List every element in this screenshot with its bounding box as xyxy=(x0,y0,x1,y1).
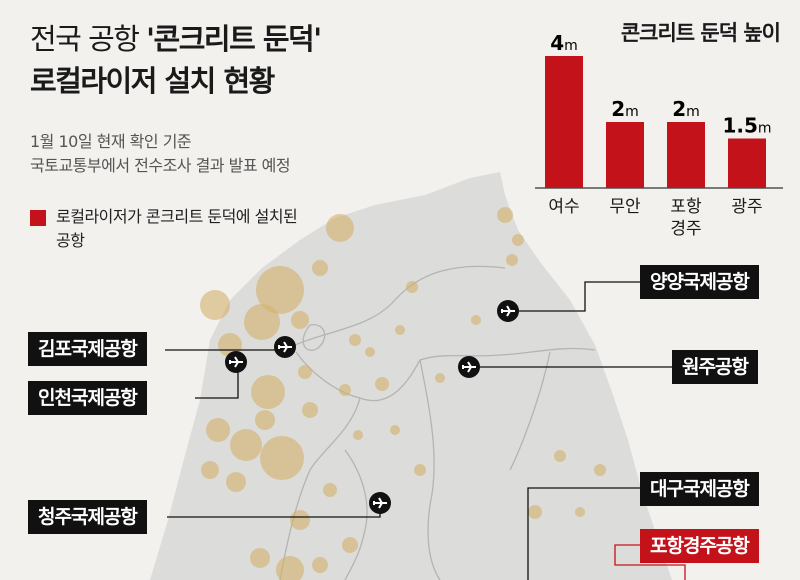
subtitle: 1월 10일 현재 확인 기준 국토교통부에서 전수조사 결과 발표 예정 xyxy=(30,130,291,178)
legend-text: 로컬라이저가 콘크리트 둔덕에 설치된 공항 xyxy=(56,207,298,250)
population-bubble xyxy=(471,315,481,325)
population-bubble xyxy=(528,505,542,519)
population-bubble xyxy=(244,304,280,340)
population-bubble xyxy=(339,384,351,396)
population-bubble xyxy=(276,556,304,580)
population-bubble xyxy=(206,418,230,442)
population-bubble xyxy=(260,436,304,480)
airport-markers xyxy=(225,300,519,514)
population-bubble xyxy=(594,464,606,476)
category-label: 포항 xyxy=(670,197,702,217)
chart-title: 콘크리트 둔덕 높이 xyxy=(620,21,781,45)
population-bubble xyxy=(298,365,312,379)
population-bubble xyxy=(291,311,309,329)
population-bubble xyxy=(201,461,219,479)
population-bubble xyxy=(226,472,246,492)
population-bubble xyxy=(575,507,585,517)
population-bubble xyxy=(312,260,328,276)
category-label: 무안 xyxy=(609,197,641,217)
label-daegu-airport: 대구국제공항 xyxy=(640,472,759,506)
population-bubble xyxy=(323,483,337,497)
bar xyxy=(606,122,644,188)
height-bar-chart: 4m 여수 2m 무안 2m 포항경주 1.5m 광주 xyxy=(535,31,783,239)
population-bubble xyxy=(256,266,304,314)
population-bubble xyxy=(342,537,358,553)
label-incheon-airport: 인천국제공항 xyxy=(28,381,147,415)
population-bubble xyxy=(414,464,426,476)
province-boundaries xyxy=(279,265,596,580)
population-bubble xyxy=(251,375,285,409)
population-bubble xyxy=(506,254,518,266)
airport-icon-incheon xyxy=(225,351,247,373)
population-bubbles xyxy=(200,207,606,580)
population-bubble xyxy=(395,325,405,335)
legend-swatch-red xyxy=(30,210,46,226)
population-bubble xyxy=(255,410,275,430)
population-bubble xyxy=(435,373,445,383)
population-bubble xyxy=(497,207,513,223)
subtitle-line1: 1월 10일 현재 확인 기준 xyxy=(30,132,192,151)
category-label: 경주 xyxy=(670,219,701,239)
bar-value-label: 2m xyxy=(611,97,639,121)
title-line1-bold: '콘크리트 둔덕' xyxy=(146,22,322,56)
subtitle-line2: 국토교통부에서 전수조사 결과 발표 예정 xyxy=(30,156,291,175)
airport-icon-cheongju xyxy=(369,492,391,514)
airport-icon-yangyang xyxy=(497,300,519,322)
population-bubble xyxy=(290,510,310,530)
airport-icon-gimpo xyxy=(274,336,296,358)
population-bubble xyxy=(554,450,566,462)
bar xyxy=(545,56,583,188)
page-title: 전국 공항 '콘크리트 둔덕' 로컬라이저 설치 현황 xyxy=(30,18,322,102)
population-bubble xyxy=(406,281,418,293)
label-pohang-gyeongju-airport: 포항경주공항 xyxy=(640,529,759,563)
category-label: 광주 xyxy=(731,197,762,217)
population-bubble xyxy=(353,430,363,440)
population-bubble xyxy=(349,334,361,346)
population-bubble xyxy=(365,347,375,357)
population-bubble xyxy=(302,402,318,418)
bar-value-label: 2m xyxy=(672,97,700,121)
label-wonju-airport: 원주공항 xyxy=(672,350,758,384)
bar xyxy=(728,138,766,188)
population-bubble xyxy=(250,548,270,568)
label-yangyang-airport: 양양국제공항 xyxy=(640,265,759,299)
population-bubble xyxy=(200,290,230,320)
label-gimpo-airport: 김포국제공항 xyxy=(28,332,147,366)
title-line1-light: 전국 공항 xyxy=(30,22,147,56)
population-bubble xyxy=(512,234,524,246)
bar-value-label: 4m xyxy=(550,31,578,55)
population-bubble xyxy=(312,557,328,573)
population-bubble xyxy=(326,214,354,242)
population-bubble xyxy=(230,429,262,461)
bar-value-label: 1.5m xyxy=(722,114,771,138)
title-line2: 로컬라이저 설치 현황 xyxy=(30,64,275,98)
label-cheongju-airport: 청주국제공항 xyxy=(28,500,147,534)
population-bubble xyxy=(375,377,389,391)
bar xyxy=(667,122,705,188)
category-label: 여수 xyxy=(548,197,579,217)
population-bubble xyxy=(390,425,400,435)
airport-icon-wonju xyxy=(458,356,480,378)
